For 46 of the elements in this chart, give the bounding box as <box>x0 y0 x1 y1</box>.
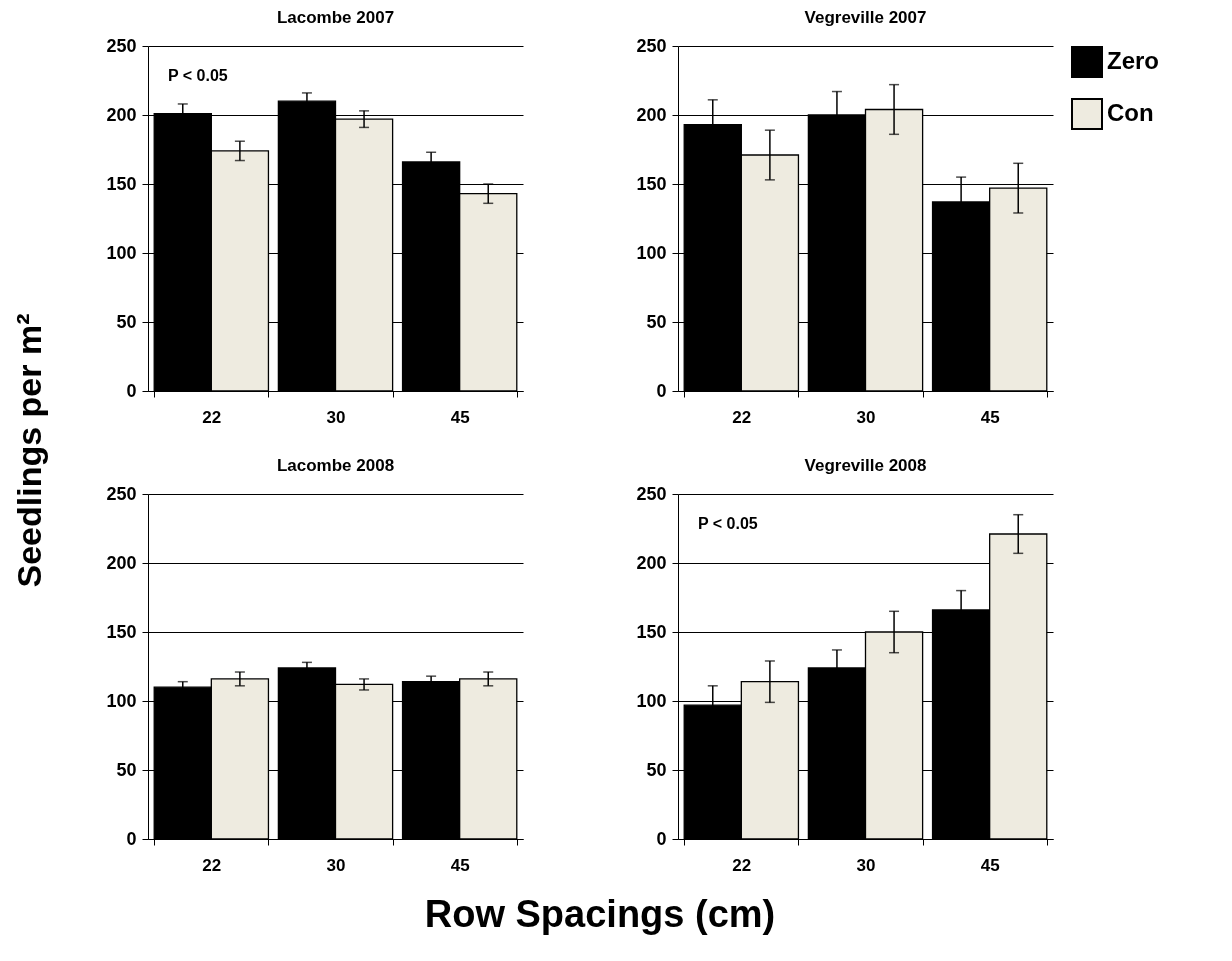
y-tick-label: 200 <box>636 104 667 125</box>
y-axis-title: Seedlings per m² <box>10 313 50 587</box>
y-tick-label: 150 <box>106 173 137 194</box>
chart-title: Lacombe 2007 <box>276 8 395 27</box>
y-tick-label: 50 <box>116 311 137 332</box>
legend-label: Con <box>1107 99 1154 126</box>
annotation: P < 0.05 <box>168 67 228 84</box>
y-tick-label: 250 <box>106 35 137 56</box>
y-tick-label: 0 <box>126 828 137 849</box>
y-tick-label: 250 <box>106 483 137 504</box>
y-tick-label: 0 <box>656 380 667 401</box>
x-tick-label: 45 <box>450 855 470 875</box>
y-tick-label: 250 <box>636 35 667 56</box>
x-tick-label: 22 <box>202 855 222 875</box>
y-tick-label: 200 <box>636 552 667 573</box>
x-tick-label: 22 <box>202 407 222 427</box>
x-tick-label: 22 <box>732 855 752 875</box>
annotation: P < 0.05 <box>698 515 758 532</box>
chart-title: Vegreville 2008 <box>804 456 927 475</box>
y-tick-label: 50 <box>646 759 667 780</box>
y-tick-label: 100 <box>106 242 137 263</box>
x-tick-label: 45 <box>980 407 1000 427</box>
y-tick-label: 150 <box>636 621 667 642</box>
y-tick-label: 100 <box>636 242 667 263</box>
legend-label: Zero <box>1107 47 1160 74</box>
y-tick-label: 100 <box>636 690 667 711</box>
y-tick-label: 50 <box>116 759 137 780</box>
y-tick-label: 100 <box>106 690 137 711</box>
chart-title: Vegreville 2007 <box>804 8 927 27</box>
chart-title: Lacombe 2008 <box>276 456 395 475</box>
x-tick-label: 22 <box>732 407 752 427</box>
y-tick-label: 50 <box>646 311 667 332</box>
x-tick-label: 30 <box>326 855 346 875</box>
x-tick-label: 30 <box>326 407 346 427</box>
y-tick-label: 0 <box>656 828 667 849</box>
y-tick-label: 0 <box>126 380 137 401</box>
x-axis-title: Row Spacings (cm) <box>423 893 777 936</box>
x-tick-label: 45 <box>980 855 1000 875</box>
y-tick-label: 250 <box>636 483 667 504</box>
y-tick-label: 150 <box>636 173 667 194</box>
y-tick-label: 200 <box>106 552 137 573</box>
x-tick-label: 30 <box>856 855 876 875</box>
x-tick-label: 30 <box>856 407 876 427</box>
y-tick-label: 200 <box>106 104 137 125</box>
y-tick-label: 150 <box>106 621 137 642</box>
x-tick-label: 45 <box>450 407 470 427</box>
